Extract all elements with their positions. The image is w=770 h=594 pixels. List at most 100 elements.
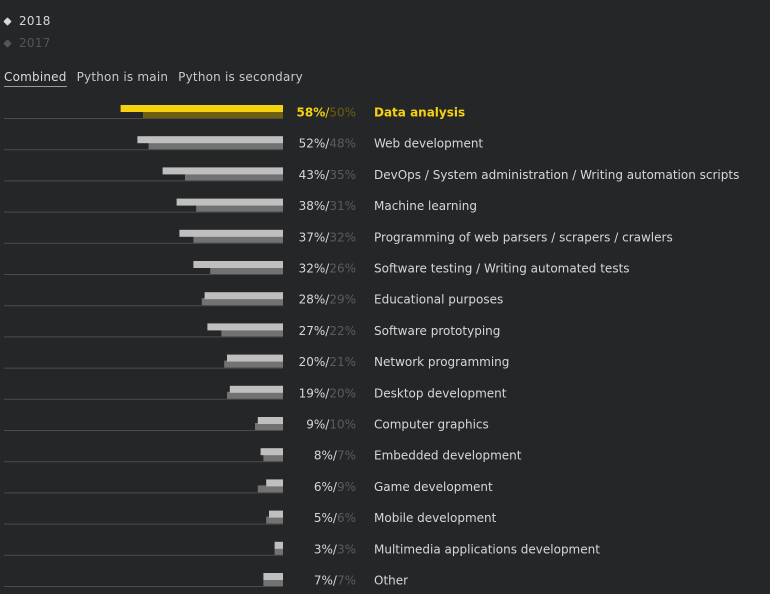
category-label: Educational purposes — [374, 293, 503, 307]
legend-item-2018[interactable]: 2018 — [3, 10, 51, 32]
value-label: 5%/6% — [314, 511, 356, 525]
value-separator: / — [325, 199, 330, 213]
value-2018: 5% — [314, 511, 333, 525]
value-separator: / — [325, 418, 330, 432]
value-label: 9%/10% — [306, 418, 356, 432]
bar-2018 — [193, 261, 283, 268]
bar-2017 — [196, 204, 283, 212]
legend-label-2018: 2018 — [19, 14, 51, 28]
tab-combined[interactable]: Combined — [4, 70, 67, 87]
value-2017: 22% — [329, 324, 356, 338]
value-label: 7%/7% — [314, 574, 356, 588]
bar-2017 — [148, 142, 283, 150]
category-label: Software prototyping — [374, 324, 500, 338]
value-2018: 38% — [299, 199, 326, 213]
category-label: Multimedia applications development — [374, 542, 600, 556]
bar-2018 — [266, 479, 283, 487]
value-separator: / — [333, 480, 338, 494]
bar-2017 — [274, 547, 283, 555]
value-2018: 8% — [314, 449, 333, 463]
value-2018: 58% — [297, 106, 326, 120]
category-label: Web development — [374, 137, 483, 151]
value-separator: / — [325, 230, 330, 244]
filter-tabs: Combined Python is main Python is second… — [4, 70, 313, 87]
bar-2017 — [210, 267, 283, 274]
value-2018: 7% — [314, 574, 333, 588]
value-2017: 35% — [329, 168, 356, 182]
value-2018: 28% — [299, 293, 326, 307]
value-2017: 20% — [329, 386, 356, 400]
tab-python-is-main[interactable]: Python is main — [76, 70, 169, 84]
value-separator: / — [333, 449, 338, 463]
value-separator: / — [325, 324, 330, 338]
value-2017: 3% — [337, 542, 356, 556]
bar-2018 — [227, 354, 283, 362]
value-separator: / — [325, 262, 330, 276]
value-label: 32%/26% — [299, 262, 356, 276]
bar-2017 — [263, 454, 283, 462]
value-label: 38%/31% — [299, 199, 356, 213]
legend-item-2017[interactable]: 2017 — [3, 32, 51, 54]
category-label: Programming of web parsers / scrapers / … — [374, 230, 673, 244]
value-2017: 48% — [329, 137, 356, 151]
bar-2018 — [162, 167, 283, 175]
legend-marker-2018 — [3, 16, 12, 26]
value-label: 8%/7% — [314, 449, 356, 463]
value-2018: 9% — [306, 418, 325, 432]
value-2017: 7% — [337, 574, 356, 588]
value-2017: 7% — [337, 449, 356, 463]
value-2017: 50% — [329, 106, 356, 120]
value-2018: 43% — [299, 168, 326, 182]
category-label: Game development — [374, 480, 493, 494]
value-label: 52%/48% — [299, 137, 356, 151]
value-2018: 37% — [299, 230, 326, 244]
bar-2017 — [193, 235, 283, 243]
bar-2017 — [266, 516, 283, 524]
legend-label-2017: 2017 — [19, 36, 51, 50]
category-label: Computer graphics — [374, 418, 489, 432]
value-separator: / — [325, 386, 330, 400]
value-separator: / — [325, 355, 330, 369]
category-label: Machine learning — [374, 199, 477, 213]
value-2017: 6% — [337, 511, 356, 525]
value-label: 3%/3% — [314, 542, 356, 556]
value-label: 20%/21% — [299, 355, 356, 369]
category-label: Embedded development — [374, 449, 522, 463]
bar-2018 — [260, 448, 283, 456]
bar-2017 — [143, 111, 283, 118]
value-label: 37%/32% — [299, 230, 356, 244]
value-separator: / — [325, 168, 330, 182]
value-label: 6%/9% — [314, 480, 356, 494]
value-2017: 29% — [329, 293, 356, 307]
bar-2017 — [201, 298, 283, 306]
value-label: 27%/22% — [299, 324, 356, 338]
bar-2018 — [176, 198, 283, 206]
value-2018: 19% — [299, 386, 326, 400]
bar-2018 — [269, 510, 283, 518]
bar-2018 — [257, 417, 283, 424]
tab-python-is-secondary[interactable]: Python is secondary — [178, 70, 303, 84]
bar-2017 — [255, 423, 283, 430]
value-2018: 6% — [314, 480, 333, 494]
value-label: 58%/50% — [297, 106, 356, 120]
chart-legend: 2018 2017 — [3, 10, 51, 54]
bar-2017 — [221, 329, 283, 337]
value-2018: 32% — [299, 262, 326, 276]
value-label: 19%/20% — [299, 386, 356, 400]
value-2017: 26% — [329, 262, 356, 276]
value-separator: / — [333, 574, 338, 588]
value-2017: 21% — [329, 355, 356, 369]
value-separator: / — [325, 137, 330, 151]
bar-2018 — [179, 229, 283, 237]
value-label: 28%/29% — [299, 293, 356, 307]
value-label: 43%/35% — [299, 168, 356, 182]
bar-2017 — [185, 173, 283, 181]
category-label: Other — [374, 574, 408, 588]
category-label: Mobile development — [374, 511, 497, 525]
category-label: Desktop development — [374, 386, 507, 400]
bar-2017 — [227, 391, 283, 399]
value-separator: / — [325, 106, 330, 120]
value-2017: 32% — [329, 230, 356, 244]
value-2017: 9% — [337, 480, 356, 494]
